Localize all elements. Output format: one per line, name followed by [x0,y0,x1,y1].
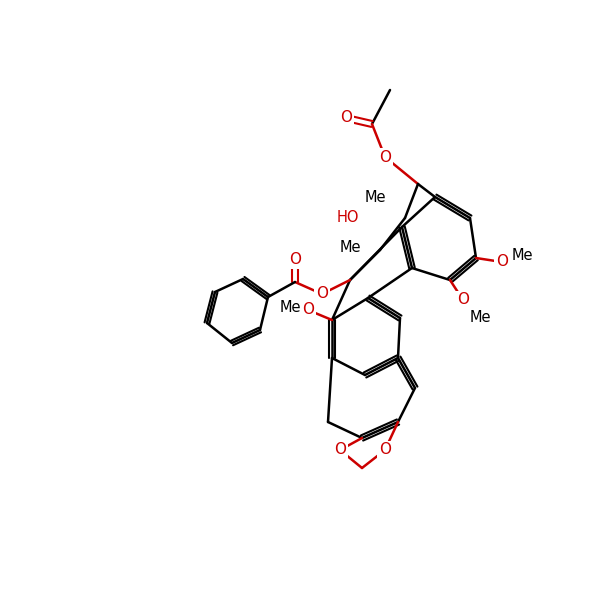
Text: Me: Me [279,301,301,316]
Text: O: O [289,253,301,268]
Text: Me: Me [364,191,386,205]
Text: O: O [496,254,508,269]
Text: HO: HO [337,211,359,226]
Text: O: O [379,443,391,457]
Text: Me: Me [511,248,533,263]
Text: O: O [457,292,469,307]
Text: O: O [379,149,391,164]
Text: Me: Me [469,311,491,325]
Text: O: O [340,110,352,125]
Text: O: O [334,443,346,457]
Text: Me: Me [339,241,361,256]
Text: O: O [316,286,328,301]
Text: O: O [302,302,314,317]
